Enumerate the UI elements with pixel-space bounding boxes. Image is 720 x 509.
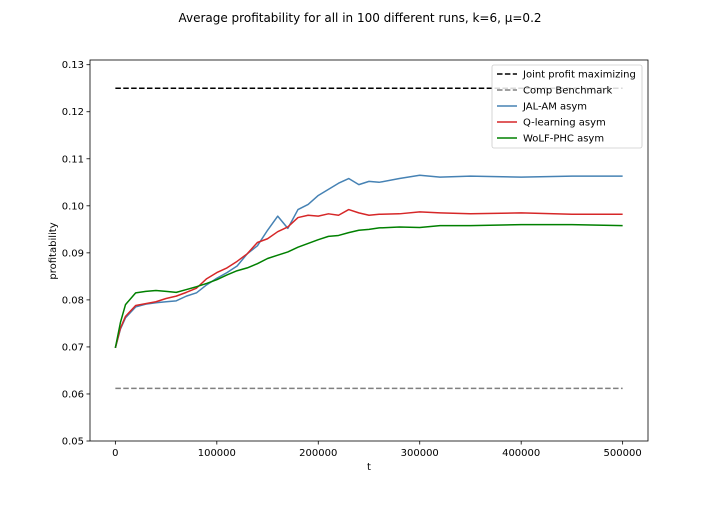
series-line-2 [114,174,623,349]
legend-label-2: JAL-AM asym [522,102,587,113]
y-tick-label: 0.05 [62,437,84,448]
y-tick-label: 0.12 [62,107,84,118]
chart-title: Average profitability for all in 100 dif… [178,11,541,25]
y-tick-label: 0.07 [62,342,84,353]
y-tick-label: 0.09 [62,248,84,259]
y-tick-label: 0.11 [62,154,84,165]
y-tick-label: 0.13 [62,60,84,71]
legend-label-3: Q-learning asym [523,118,606,129]
series-line-3 [114,208,623,349]
x-tick-label: 400000 [502,448,540,459]
x-tick-label: 300000 [401,448,439,459]
y-axis-label: profitability [48,222,59,279]
plot-area: 0 100000 200000 300000 400000 500000 0.05 0.06 0… [62,59,649,459]
x-axis-label: t [367,462,371,473]
x-tick-label: 500000 [604,448,642,459]
legend-box [491,64,643,149]
series-line-4 [114,223,623,349]
y-tick-label: 0.10 [62,201,84,212]
y-tick-label: 0.08 [62,295,84,306]
legend-label-1: Comp Benchmark [523,86,613,97]
plot-frame [89,59,649,442]
legend-label-4: WoLF-PHC asym [523,134,604,145]
x-tick-label: 100000 [198,448,236,459]
x-tick-label: 200000 [299,448,337,459]
y-tick-label: 0.06 [62,389,84,400]
x-tick-label: 0 [112,448,118,459]
legend-label-0: Joint profit maximizing [522,70,636,81]
